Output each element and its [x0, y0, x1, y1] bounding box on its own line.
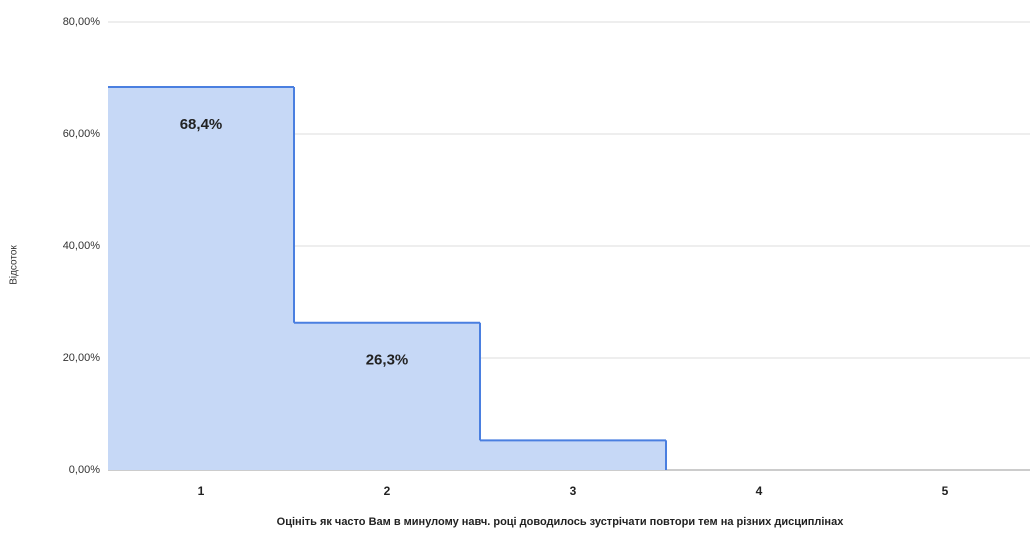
y-tick-label: 80,00% — [63, 16, 101, 28]
area-step — [480, 440, 666, 470]
y-tick-label: 60,00% — [63, 128, 101, 140]
x-tick-label: 4 — [756, 484, 763, 498]
data-label: 68,4% — [180, 116, 223, 133]
y-tick-label: 40,00% — [63, 240, 101, 252]
x-tick-label: 3 — [570, 484, 577, 498]
x-tick-label: 1 — [198, 484, 205, 498]
y-axis-title: Відсоток — [9, 245, 20, 285]
data-label: 26,3% — [366, 352, 409, 369]
area-step — [108, 86, 294, 471]
x-axis-title: Оцініть як часто Вам в минулому навч. ро… — [277, 516, 845, 528]
area-step — [294, 322, 480, 470]
y-tick-label: 0,00% — [69, 464, 100, 476]
x-tick-label: 5 — [942, 484, 949, 498]
y-tick-label: 20,00% — [63, 352, 101, 364]
x-tick-label: 2 — [384, 484, 391, 498]
